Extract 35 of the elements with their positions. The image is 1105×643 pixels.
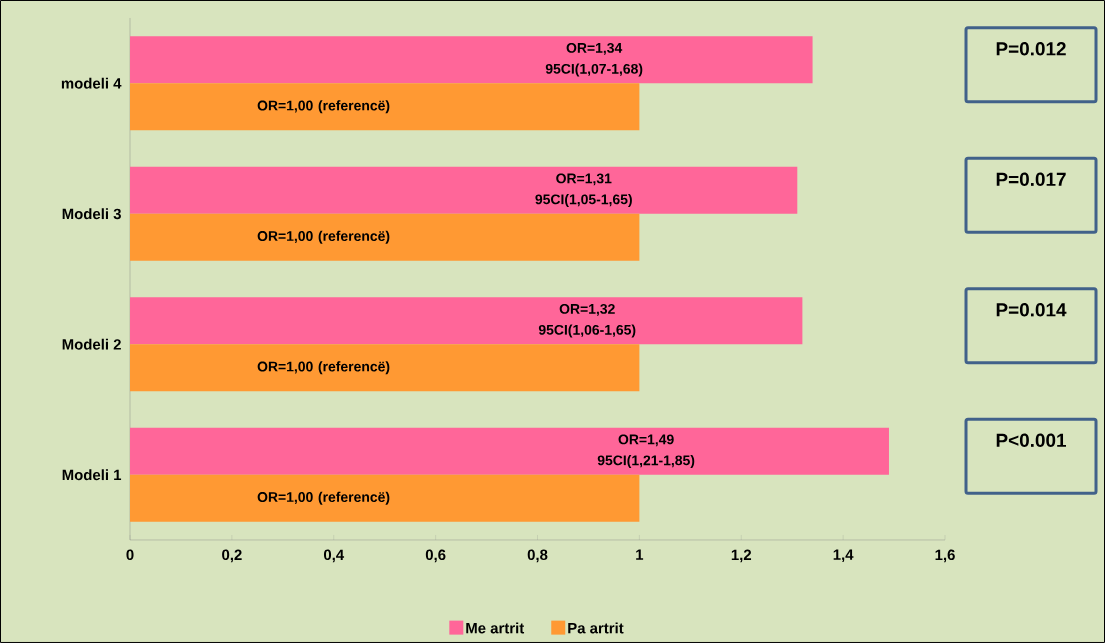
legend-label: Pa artrit xyxy=(568,622,624,634)
x-tick-label: 0,6 xyxy=(425,549,446,563)
data-label: OR=1,31 95CI(1,05-1,65) xyxy=(535,173,632,208)
bar xyxy=(130,213,640,261)
x-tick-label: 1,4 xyxy=(833,549,854,563)
text: P<0.001 xyxy=(996,433,1066,448)
bar xyxy=(130,297,803,345)
x-tick-label: 1,6 xyxy=(935,549,955,563)
data-label: OR=1,49 95CI(1,21-1,85) xyxy=(597,434,695,469)
y-tick-label: Modeli 2 xyxy=(62,338,121,350)
data-label: OR=1,00 (referencë) xyxy=(257,100,390,114)
y-tick-label: modeli 4 xyxy=(61,77,122,89)
x-tick-label: 1,2 xyxy=(731,549,752,563)
bar xyxy=(130,36,813,84)
text: P=0.014 xyxy=(996,303,1067,317)
x-tick-label: 0,8 xyxy=(527,549,548,563)
bar xyxy=(130,427,889,475)
x-tick-label: 0,2 xyxy=(222,549,242,563)
y-tick-label: Modeli 1 xyxy=(62,469,122,481)
bar xyxy=(130,344,640,392)
x-tick-label: 1 xyxy=(636,549,644,560)
text: P=0.012 xyxy=(996,42,1066,56)
data-label: OR=1,00 (referencë) xyxy=(257,491,390,505)
data-label: OR=1,34 95CI(1,07-1,68) xyxy=(545,42,643,77)
bar xyxy=(130,166,798,214)
legend-label: Me artrit xyxy=(466,622,525,634)
x-tick-label: 0 xyxy=(126,549,134,561)
y-tick-label: Modeli 3 xyxy=(62,208,121,220)
bar xyxy=(130,83,640,131)
text: P=0.017 xyxy=(996,172,1066,187)
data-label: OR=1,32 95CI(1,06-1,65) xyxy=(538,303,636,338)
x-tick-label: 0,4 xyxy=(323,549,345,563)
data-label: OR=1,00 (referencë) xyxy=(257,230,390,244)
data-label: OR=1,00 (referencë) xyxy=(257,361,390,375)
bar xyxy=(130,474,640,522)
